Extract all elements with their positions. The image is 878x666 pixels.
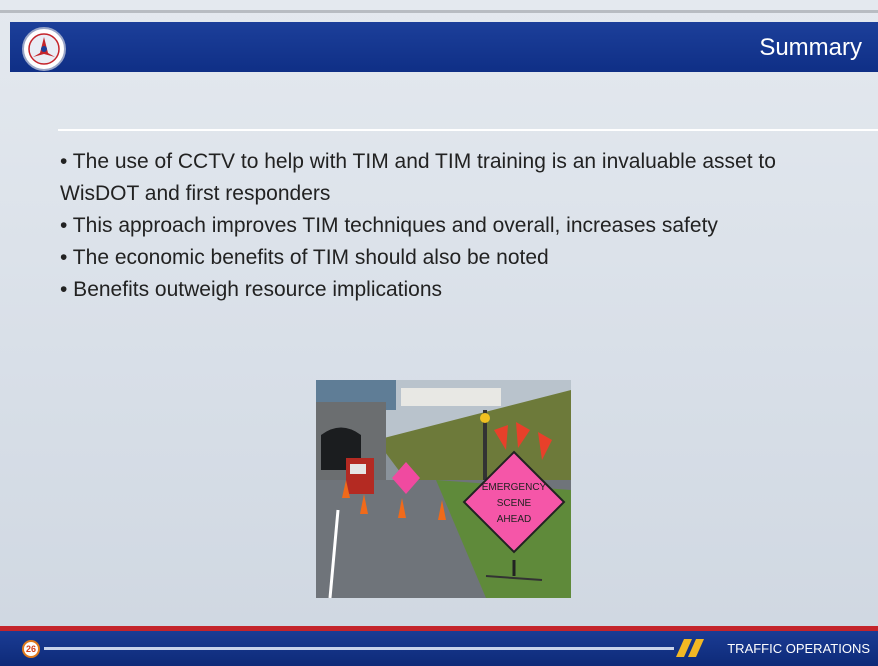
slide: Summary • The use of CCTV to help with T… [0, 0, 878, 666]
bullet: • This approach improves TIM techniques … [60, 210, 835, 242]
footer-label: TRAFFIC OPERATIONS [727, 641, 870, 656]
divider [58, 129, 878, 131]
bullet: • The use of CCTV to help with TIM and T… [60, 146, 835, 210]
page-number: 26 [22, 640, 40, 658]
bullet: • Benefits outweigh resource implication… [60, 274, 835, 306]
photo: EMERGENCY SCENE AHEAD [316, 380, 571, 598]
slide-title: Summary [759, 34, 862, 62]
header-bar: Summary [10, 22, 878, 72]
bullet: • The economic benefits of TIM should al… [60, 242, 835, 274]
footer-slashes [676, 639, 706, 657]
bullet-list: • The use of CCTV to help with TIM and T… [60, 146, 835, 306]
top-border [0, 10, 878, 13]
footer-line [44, 647, 674, 650]
sign-text: AHEAD [497, 514, 531, 525]
logo [20, 26, 68, 72]
sign-text: EMERGENCY [482, 482, 547, 493]
footer-bar: 26 TRAFFIC OPERATIONS [0, 631, 878, 666]
sign-text: SCENE [497, 498, 532, 509]
